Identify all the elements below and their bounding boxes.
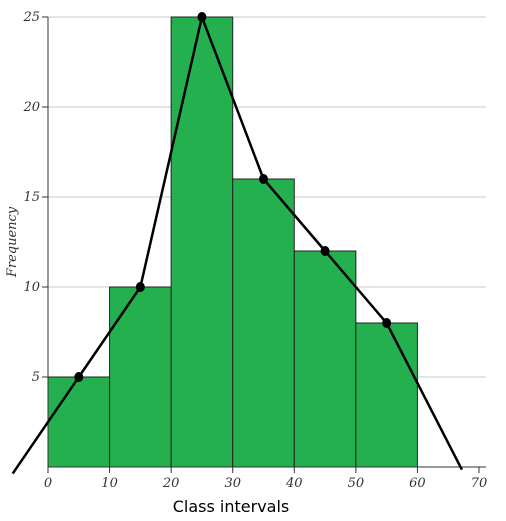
histogram-bars: [47, 16, 418, 468]
x-tick-label: 40: [285, 476, 303, 491]
axes: [42, 16, 486, 473]
x-tick-label: 70: [471, 476, 488, 491]
x-tick-label: 30: [224, 476, 241, 491]
polygon-line: [11, 15, 464, 475]
polygon-point: [74, 372, 84, 382]
x-tick-label: 60: [409, 476, 426, 491]
x-tick-label: 0: [44, 476, 52, 491]
tick-labels: 5 10 15 20 25 0 10 20 30 40 50 60 70: [22, 10, 487, 491]
y-tick-label: 5: [32, 370, 40, 385]
polygon-point: [382, 318, 392, 328]
x-tick-label: 10: [101, 476, 118, 491]
y-tick-label: 25: [22, 10, 40, 25]
x-tick-label: 20: [162, 476, 180, 491]
histogram-bar: [355, 322, 418, 468]
polygon-point: [197, 12, 207, 22]
histogram-bar: [109, 286, 172, 468]
y-tick-label: 20: [22, 100, 40, 115]
y-axis-title: Frequency: [5, 206, 20, 278]
polygon-point: [320, 246, 330, 256]
histogram-bar: [47, 376, 111, 468]
x-tick-label: 50: [348, 476, 365, 491]
polygon-point: [259, 174, 268, 184]
x-axis-title: Class intervals: [173, 497, 290, 516]
polygon-point: [135, 282, 145, 292]
histogram-bar: [293, 250, 357, 468]
histogram-bar: [232, 178, 295, 468]
y-tick-label: 10: [23, 280, 40, 295]
frequency-polygon: [11, 12, 464, 475]
y-tick-label: 15: [23, 190, 40, 205]
histogram-bar: [170, 16, 234, 468]
